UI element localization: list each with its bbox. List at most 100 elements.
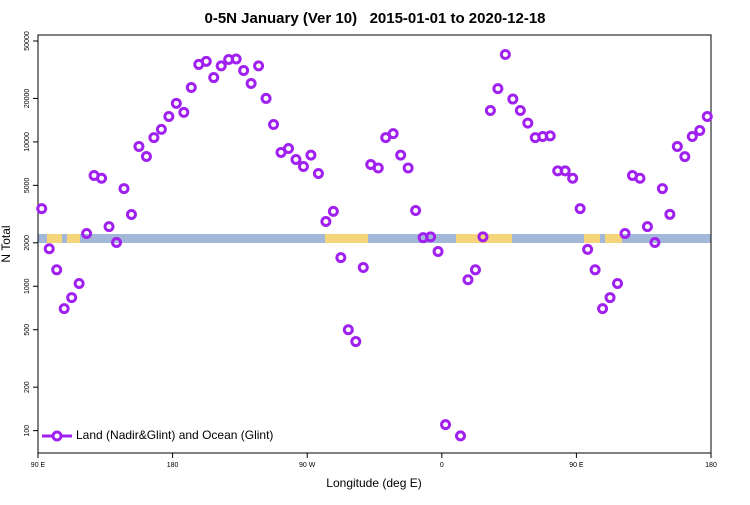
point [649,236,661,248]
point [679,151,691,163]
x-tick-label: 90 E [31,462,46,469]
plot-frame [37,34,712,454]
point [410,204,422,216]
point [395,149,407,161]
point [163,110,175,122]
point [440,419,452,431]
point [507,93,519,105]
land-band [584,234,600,243]
point [103,221,115,233]
point [372,162,384,174]
point [686,130,698,142]
x-tick-label: 180 [167,462,179,469]
point [462,274,474,286]
point [208,72,220,84]
point [350,336,362,348]
point [559,165,571,177]
point [589,264,601,276]
point [432,246,444,258]
point [402,162,414,174]
point [312,168,324,180]
point [155,123,167,135]
x-tick-label: 180 [705,462,717,469]
point [342,324,354,336]
point [634,172,646,184]
point [656,183,668,195]
point [170,97,182,109]
point [185,82,197,94]
point [58,303,70,315]
point [567,172,579,184]
point [200,55,212,67]
y-tick-label: 5000 [24,177,31,193]
point [597,303,609,315]
point [118,183,130,195]
point [574,203,586,215]
point [73,278,85,290]
land-band [605,234,622,243]
point [268,118,280,130]
point [96,172,108,184]
y-tick-label: 200 [24,381,31,393]
point [514,104,526,116]
legend-label: Land (Nadir&Glint) and Ocean (Glint) [76,428,273,442]
ocean-band [38,234,711,243]
point [701,110,713,122]
point [297,161,309,173]
point [230,53,242,65]
point [66,292,78,304]
surface-band [38,234,711,243]
point [178,106,190,118]
y-axis-label: N Total [0,225,13,262]
y-tick-label: 100 [24,425,31,437]
point [51,264,63,276]
y-tick-label: 50000 [24,31,31,51]
point [477,231,489,243]
point [290,154,302,166]
point [305,149,317,161]
point [320,215,332,227]
point [484,104,496,116]
legend-marker [51,430,63,442]
point [619,227,631,239]
y-tick-label: 20000 [24,89,31,109]
point [582,243,594,255]
point [283,142,295,154]
land-band [67,234,80,243]
y-tick-label: 500 [24,324,31,336]
point [694,124,706,136]
point [245,77,257,89]
point [133,140,145,152]
point [81,227,93,239]
land-band [325,234,368,243]
point [125,209,137,221]
y-tick-label: 2000 [24,235,31,251]
point [36,203,48,215]
point [641,221,653,233]
point [499,48,511,60]
point [612,278,624,290]
x-tick-label: 90 E [569,462,584,469]
point [454,430,466,442]
x-tick-label: 90 W [299,462,316,469]
point [357,261,369,273]
y-tick-label: 1000 [24,278,31,294]
point [335,252,347,264]
x-axis-label: Longitude (deg E) [326,476,421,490]
point [215,60,227,72]
point [111,236,123,248]
x-tick-label: 0 [440,462,444,469]
point [522,117,534,129]
point [604,292,616,304]
point [469,264,481,276]
point [140,151,152,163]
point [544,130,556,142]
point [327,205,339,217]
point [387,128,399,140]
point [425,231,437,243]
point [664,208,676,220]
point [492,83,504,95]
point [238,65,250,77]
y-tick-label: 10000 [24,132,31,152]
